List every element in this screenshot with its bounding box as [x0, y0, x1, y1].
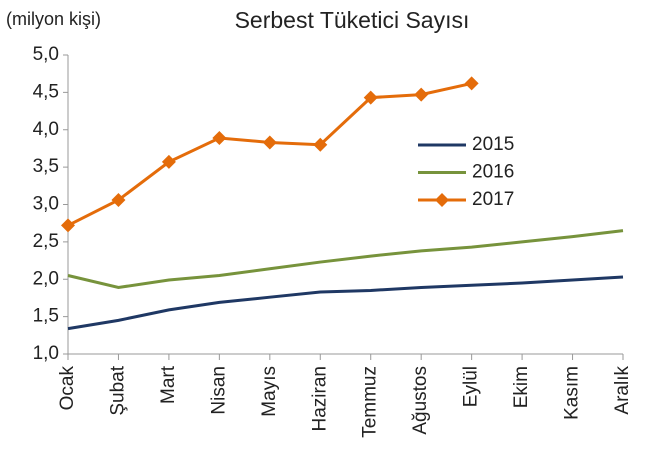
x-tick-label: Şubat	[107, 365, 128, 415]
y-tick-label: 2,0	[33, 268, 59, 289]
point-marker	[262, 135, 277, 150]
x-tick-label: Mart	[158, 365, 179, 404]
point-marker	[414, 87, 429, 102]
point-marker	[61, 218, 75, 233]
y-axis-label: (milyon kişi)	[6, 9, 101, 29]
x-tick-label: Kasım	[562, 366, 583, 420]
legend-label: 2015	[472, 134, 514, 155]
y-tick-label: 4,5	[33, 81, 59, 102]
x-tick-label: Ağustos	[410, 366, 431, 435]
point-marker	[464, 76, 479, 91]
series-line	[67, 229, 624, 289]
point-marker	[212, 130, 227, 145]
x-tick-label: Nisan	[208, 366, 229, 415]
x-tick-label: Haziran	[309, 366, 330, 431]
legend-label: 2017	[472, 189, 514, 210]
y-tick-label: 3,5	[33, 156, 59, 177]
y-tick-label: 1,0	[33, 343, 59, 364]
y-tick-label: 5,0	[33, 44, 59, 65]
point-marker	[313, 137, 328, 152]
legend-label: 2016	[472, 162, 514, 183]
series-line	[67, 81, 472, 227]
x-tick-label: Mayıs	[259, 366, 280, 417]
point-marker	[363, 90, 378, 105]
point-marker	[111, 193, 126, 208]
chart-title: Serbest Tüketici Sayısı	[235, 7, 470, 33]
x-tick-label: Eylül	[461, 366, 482, 407]
y-tick-label: 3,0	[33, 194, 59, 215]
y-tick-label: 4,0	[33, 119, 59, 140]
x-tick-label: Ocak	[57, 366, 78, 411]
x-tick-label: Aralık	[612, 366, 633, 415]
series-line	[67, 275, 624, 331]
legend-marker	[435, 193, 449, 207]
point-marker	[161, 154, 176, 169]
y-tick-label: 2,5	[33, 231, 59, 252]
x-tick-label: Temmuz	[360, 366, 381, 438]
y-tick-label: 1,5	[33, 306, 59, 327]
x-tick-label: Ekim	[511, 366, 532, 408]
